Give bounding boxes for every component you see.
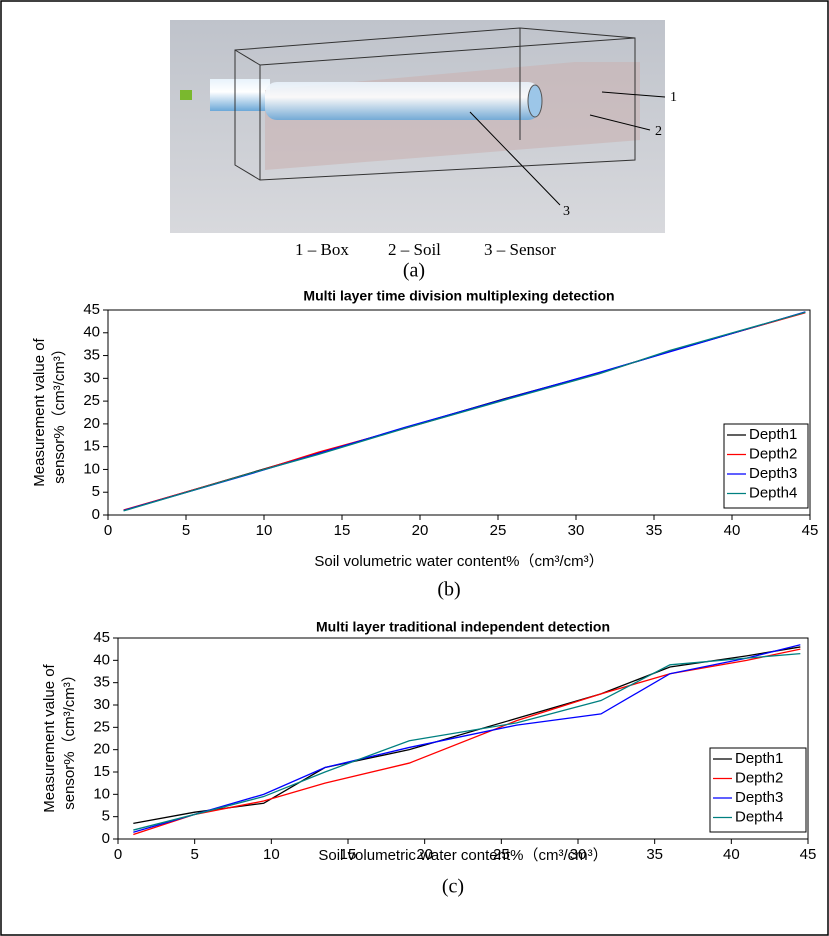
panel-label: (a) — [403, 260, 425, 282]
y-tick-label: 5 — [102, 808, 110, 825]
y-tick-label: 25 — [93, 718, 110, 735]
leader-line — [589, 114, 651, 131]
legend-label: Depth1 — [735, 750, 783, 767]
legend-label: Depth2 — [749, 445, 797, 462]
chart-title: Multi layer traditional independent dete… — [316, 619, 610, 635]
x-tick-label: 20 — [416, 846, 433, 863]
legend-label: Depth1 — [749, 426, 797, 443]
x-tick-label: 30 — [568, 522, 585, 539]
series-line — [123, 311, 806, 512]
x-tick-label: 5 — [190, 846, 198, 863]
callout: 2 — [655, 124, 662, 139]
series-line — [133, 644, 801, 833]
y-tick-label: 30 — [93, 696, 110, 713]
y-tick-label: 35 — [93, 674, 110, 691]
chart-title: Multi layer time division multiplexing d… — [303, 288, 614, 304]
x-tick-label: 15 — [340, 846, 357, 863]
legend-label: Depth2 — [735, 769, 783, 786]
y-tick-label: 0 — [92, 506, 100, 523]
y-tick-label: 15 — [83, 438, 100, 455]
caption-item: 2 – Soil — [388, 240, 441, 259]
y-tick-label: 15 — [93, 763, 110, 780]
y-tick-label: 40 — [93, 651, 110, 668]
y-tick-label: 10 — [83, 460, 100, 477]
y-tick-label: 35 — [83, 347, 100, 364]
y-tick-label: 40 — [83, 324, 100, 341]
legend-label: Depth4 — [749, 484, 797, 501]
legend-label: Depth4 — [735, 808, 783, 825]
x-tick-label: 40 — [723, 846, 740, 863]
x-tick-label: 0 — [104, 522, 112, 539]
panel-label: (c) — [442, 876, 464, 898]
panel-label: (b) — [437, 579, 460, 601]
callout: 1 — [670, 90, 677, 105]
x-tick-label: 0 — [114, 846, 122, 863]
y-tick-label: 45 — [83, 301, 100, 318]
y-axis-label: Measurement value of — [41, 663, 58, 812]
apparatus-illustration — [170, 20, 666, 233]
x-tick-label: 20 — [412, 522, 429, 539]
x-tick-label: 5 — [182, 522, 190, 539]
legend-label: Depth3 — [735, 789, 783, 806]
y-axis-label: sensor%（cm³/cm³） — [51, 341, 68, 484]
y-tick-label: 5 — [92, 483, 100, 500]
x-tick-label: 40 — [724, 522, 741, 539]
y-tick-label: 20 — [93, 741, 110, 758]
caption-item: 1 – Box — [295, 240, 349, 259]
x-tick-label: 35 — [646, 522, 663, 539]
x-axis-label: Soil volumetric water content%（cm³/cm³） — [314, 553, 603, 570]
plot-frame — [107, 309, 811, 516]
y-tick-label: 10 — [93, 785, 110, 802]
y-tick-label: 20 — [83, 415, 100, 432]
x-axis-label: Soil volumetric water content%（cm³/cm³） — [318, 847, 607, 864]
x-tick-label: 45 — [802, 522, 819, 539]
leader-line — [601, 91, 666, 98]
x-tick-label: 10 — [263, 846, 280, 863]
series-line — [133, 652, 801, 831]
y-axis-label: sensor%（cm³/cm³） — [61, 667, 78, 810]
y-tick-label: 25 — [83, 392, 100, 409]
plot-frame — [117, 637, 809, 840]
leader-line — [469, 111, 561, 206]
y-tick-label: 0 — [102, 830, 110, 847]
y-axis-label: Measurement value of — [31, 337, 48, 486]
legend-label: Depth3 — [749, 465, 797, 482]
x-tick-label: 35 — [646, 846, 663, 863]
x-tick-label: 10 — [256, 522, 273, 539]
callout: 3 — [563, 204, 570, 219]
x-tick-label: 25 — [493, 846, 510, 863]
x-tick-label: 15 — [334, 522, 351, 539]
y-tick-label: 30 — [83, 369, 100, 386]
x-tick-label: 25 — [490, 522, 507, 539]
caption-item: 3 – Sensor — [484, 240, 556, 259]
y-tick-label: 45 — [93, 629, 110, 646]
x-tick-label: 45 — [800, 846, 817, 863]
x-tick-label: 30 — [570, 846, 587, 863]
series-line — [133, 648, 801, 836]
